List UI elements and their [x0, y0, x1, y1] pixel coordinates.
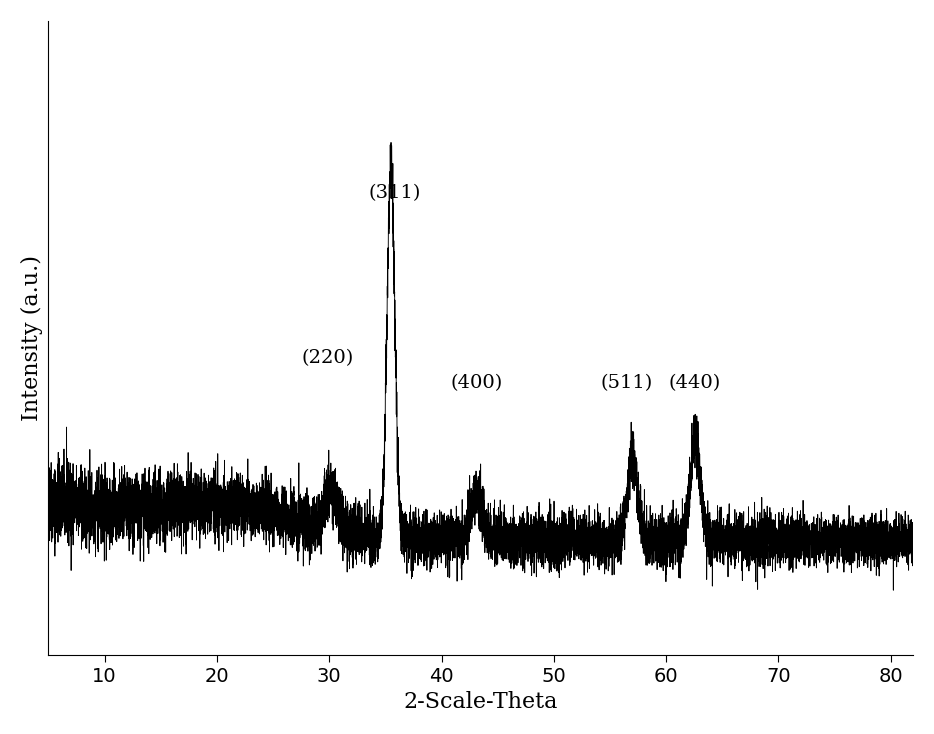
- Text: (311): (311): [369, 184, 421, 203]
- Y-axis label: Intensity (a.u.): Intensity (a.u.): [21, 255, 43, 421]
- X-axis label: 2-Scale-Theta: 2-Scale-Theta: [403, 691, 558, 713]
- Text: (511): (511): [601, 374, 653, 393]
- Text: (220): (220): [301, 349, 353, 367]
- Text: (400): (400): [450, 374, 502, 393]
- Text: (440): (440): [669, 374, 721, 393]
